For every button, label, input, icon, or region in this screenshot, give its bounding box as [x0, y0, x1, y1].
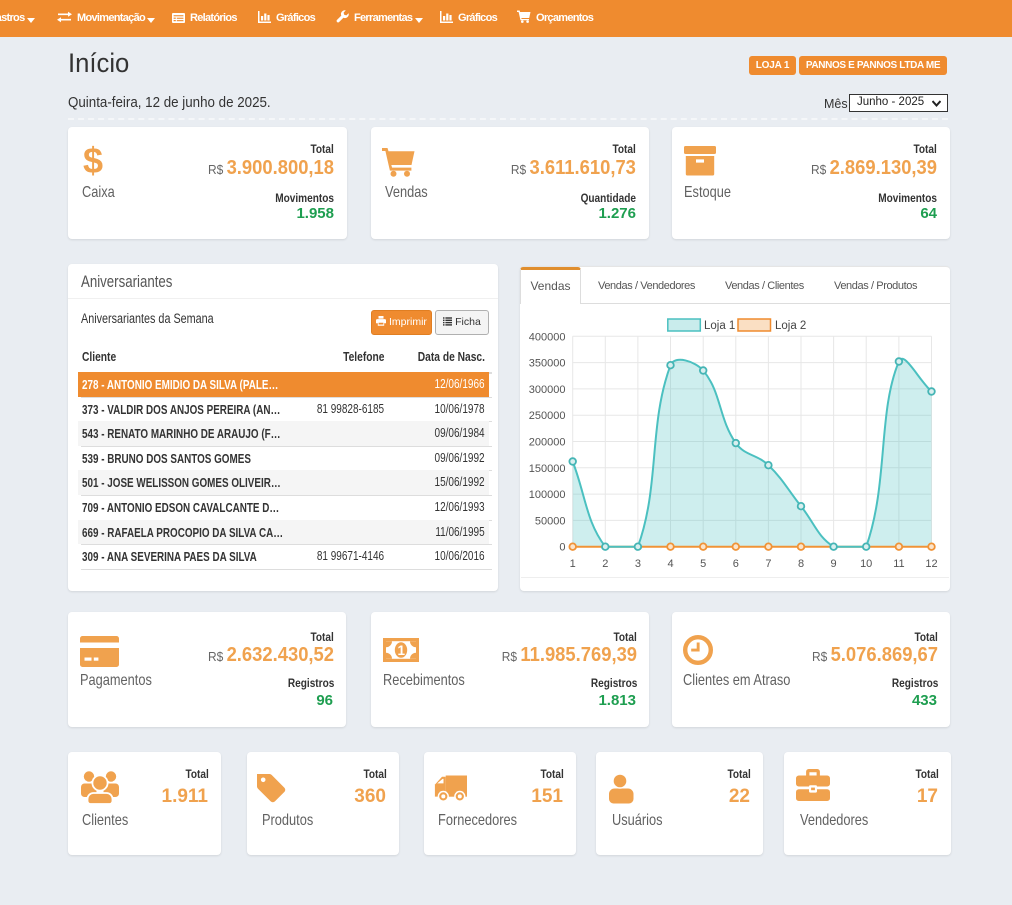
svg-text:1: 1: [397, 643, 405, 658]
svg-text:3: 3: [635, 558, 641, 570]
svg-text:4: 4: [667, 558, 673, 570]
svg-text:5: 5: [700, 558, 706, 570]
svg-text:150000: 150000: [529, 463, 566, 475]
svg-text:9: 9: [831, 558, 837, 570]
svg-text:1: 1: [570, 558, 576, 570]
svg-text:10: 10: [860, 558, 872, 570]
svg-text:350000: 350000: [529, 358, 566, 370]
svg-text:300000: 300000: [529, 384, 566, 396]
svg-text:100000: 100000: [529, 489, 566, 501]
svg-text:12: 12: [925, 558, 937, 570]
svg-text:200000: 200000: [529, 437, 566, 449]
svg-text:50000: 50000: [535, 515, 566, 527]
svg-text:250000: 250000: [529, 410, 566, 422]
svg-text:0: 0: [559, 542, 565, 554]
svg-text:Loja 2: Loja 2: [775, 320, 806, 332]
svg-text:400000: 400000: [529, 331, 566, 343]
svg-text:7: 7: [765, 558, 771, 570]
svg-text:6: 6: [733, 558, 739, 570]
svg-text:8: 8: [798, 558, 804, 570]
svg-text:Loja 1: Loja 1: [704, 320, 735, 332]
svg-text:2: 2: [602, 558, 608, 570]
svg-text:11: 11: [893, 558, 904, 570]
